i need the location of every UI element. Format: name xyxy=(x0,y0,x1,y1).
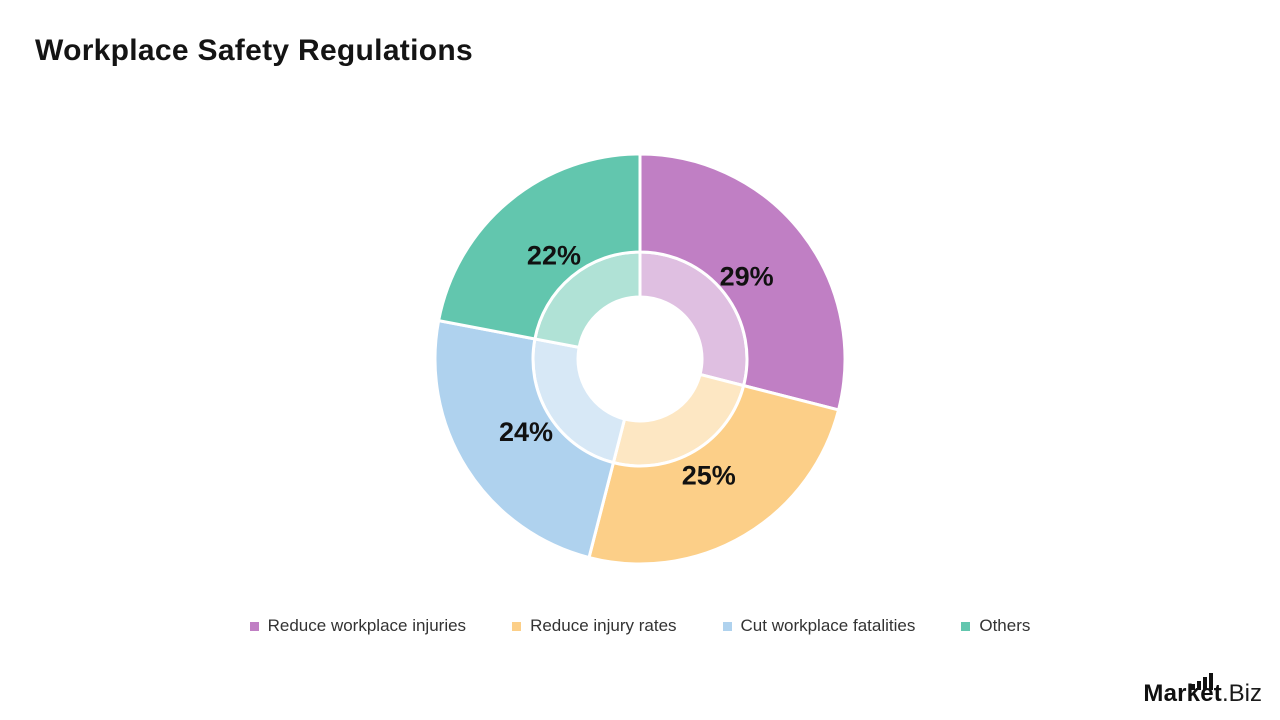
donut-slice-others xyxy=(436,152,642,341)
legend-item: Reduce injury rates xyxy=(512,616,677,636)
slice-value-label: 25% xyxy=(682,461,736,491)
legend-swatch xyxy=(722,621,732,631)
brand-logo: Market.Biz xyxy=(1143,669,1262,706)
legend-item: Others xyxy=(961,616,1030,636)
slice-value-label: 22% xyxy=(527,240,581,270)
legend-label: Cut workplace fatalities xyxy=(740,616,916,635)
bar-chart-icon xyxy=(1191,669,1214,690)
donut-slice-reduce-workplace-injuries xyxy=(638,152,847,412)
donut-slice-cut-workplace-fatalities xyxy=(433,318,616,560)
logo-brand-name: Market xyxy=(1143,680,1222,707)
legend-swatch xyxy=(961,621,971,631)
logo-brand-suffix: .Biz xyxy=(1221,680,1262,707)
legend-swatch xyxy=(512,621,522,631)
legend-item: Reduce workplace injuries xyxy=(249,616,467,636)
legend-swatch xyxy=(249,621,259,631)
chart-title: Workplace Safety Regulations xyxy=(35,34,473,67)
legend-label: Reduce injury rates xyxy=(530,616,677,635)
donut-chart: 29% 25% 24% 22% xyxy=(433,152,847,566)
donut-slice-reduce-injury-rates xyxy=(587,383,841,566)
slice-value-label: 29% xyxy=(720,262,774,292)
legend-item: Cut workplace fatalities xyxy=(722,616,916,636)
legend-label: Reduce workplace injuries xyxy=(267,616,467,635)
chart-legend: Reduce workplace injuries Reduce injury … xyxy=(0,616,1280,636)
legend-label: Others xyxy=(979,616,1031,635)
slice-value-label: 24% xyxy=(499,417,553,447)
donut-chart-area: 29% 25% 24% 22% xyxy=(430,149,850,569)
